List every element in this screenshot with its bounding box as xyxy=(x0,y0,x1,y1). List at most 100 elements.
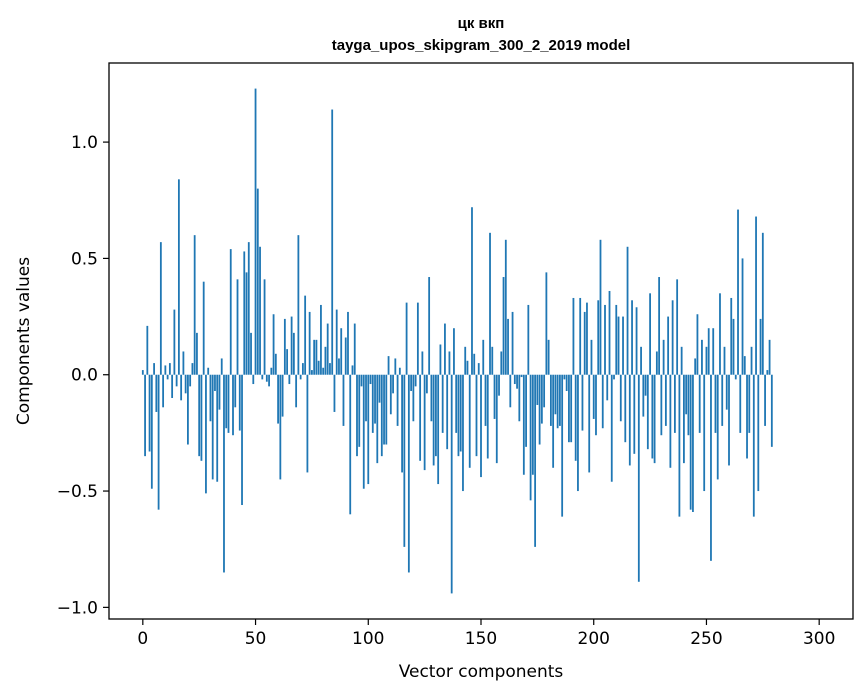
bar-184 xyxy=(556,374,559,429)
bar-29 xyxy=(207,367,210,375)
bar-134 xyxy=(444,323,446,375)
bar-73 xyxy=(306,374,309,473)
bar-119 xyxy=(410,374,413,392)
bar-227 xyxy=(653,374,656,464)
bar-250 xyxy=(705,346,708,375)
bar-240 xyxy=(683,374,685,464)
bar-278 xyxy=(768,339,771,375)
bar-101 xyxy=(369,374,372,385)
bar-87 xyxy=(338,358,340,375)
bar-165 xyxy=(513,374,516,385)
bar-226 xyxy=(651,374,654,459)
bar-78 xyxy=(317,360,320,375)
bar-148 xyxy=(475,374,478,457)
bar-187 xyxy=(563,374,566,380)
bar-41 xyxy=(234,374,237,408)
bar-49 xyxy=(252,374,255,385)
bar-2 xyxy=(146,325,149,375)
x-axis-ticks: 0 50 100 150 200 250 300 xyxy=(137,619,835,649)
bar-140 xyxy=(457,374,460,457)
bar-198 xyxy=(588,374,591,473)
plot-frame xyxy=(108,62,854,620)
bar-5 xyxy=(153,363,155,375)
bars-group xyxy=(141,88,773,594)
bar-74 xyxy=(308,311,311,375)
bar-220 xyxy=(637,374,640,582)
bar-252 xyxy=(710,374,712,561)
bar-40 xyxy=(232,374,234,436)
bar-104 xyxy=(376,374,379,464)
bar-261 xyxy=(730,297,733,375)
chart-title-line1: цк вкп xyxy=(458,15,505,32)
bar-267 xyxy=(743,356,746,375)
bar-138 xyxy=(453,328,455,375)
bar-136 xyxy=(448,351,451,375)
bar-162 xyxy=(507,318,509,375)
bar-32 xyxy=(214,374,216,392)
x-tick-label-3: 150 xyxy=(465,629,497,649)
bar-54 xyxy=(263,279,266,375)
bar-233 xyxy=(667,316,670,375)
bar-217 xyxy=(631,300,633,375)
bar-174 xyxy=(534,374,537,547)
bar-86 xyxy=(335,309,338,375)
bar-145 xyxy=(468,374,471,468)
bar-244 xyxy=(692,374,694,512)
bar-85 xyxy=(333,374,336,412)
bar-62 xyxy=(281,374,284,417)
bar-143 xyxy=(464,346,467,375)
bar-103 xyxy=(374,374,376,424)
bar-59 xyxy=(274,353,277,375)
bar-236 xyxy=(673,374,676,433)
bar-270 xyxy=(750,346,753,375)
y-axis-label: Components values xyxy=(14,257,34,425)
bar-222 xyxy=(642,374,645,417)
bar-57 xyxy=(270,367,273,375)
bar-185 xyxy=(559,374,561,426)
bar-130 xyxy=(435,374,437,457)
bar-202 xyxy=(597,300,600,375)
bar-153 xyxy=(486,374,489,459)
bar-274 xyxy=(759,318,762,375)
bar-58 xyxy=(272,314,275,375)
bar-160 xyxy=(502,277,505,375)
bar-51 xyxy=(256,188,259,375)
bar-146 xyxy=(471,207,473,375)
bar-223 xyxy=(644,374,647,396)
bar-53 xyxy=(261,374,264,380)
bar-246 xyxy=(696,314,699,375)
bar-216 xyxy=(628,374,631,466)
y-tick-label-4: −1.0 xyxy=(57,598,98,618)
bar-46 xyxy=(245,272,248,375)
bar-23 xyxy=(193,235,196,375)
bar-35 xyxy=(220,358,223,375)
bar-251 xyxy=(707,328,710,375)
bar-70 xyxy=(299,374,302,380)
bar-7 xyxy=(157,374,160,510)
bar-118 xyxy=(407,374,410,573)
bar-91 xyxy=(347,311,349,375)
bar-258 xyxy=(723,346,726,375)
bar-195 xyxy=(581,374,584,431)
bar-43 xyxy=(238,374,241,431)
bar-67 xyxy=(292,332,295,375)
bar-249 xyxy=(703,374,706,492)
bar-129 xyxy=(432,374,435,466)
bar-206 xyxy=(606,374,609,401)
bar-200 xyxy=(592,374,595,419)
bar-69 xyxy=(297,235,300,375)
bar-139 xyxy=(455,374,458,433)
y-axis-ticks: 1.0 0.5 0.0 −0.5 −1.0 xyxy=(57,133,109,618)
bar-44 xyxy=(241,374,243,506)
bar-208 xyxy=(610,374,613,482)
bar-158 xyxy=(498,374,500,396)
bar-120 xyxy=(412,374,415,422)
bar-36 xyxy=(223,374,225,573)
bar-238 xyxy=(678,374,681,517)
bar-121 xyxy=(414,374,417,387)
bar-166 xyxy=(516,374,518,389)
bar-76 xyxy=(313,339,316,375)
bar-55 xyxy=(265,374,268,382)
bar-93 xyxy=(351,365,354,375)
bar-106 xyxy=(380,374,383,457)
